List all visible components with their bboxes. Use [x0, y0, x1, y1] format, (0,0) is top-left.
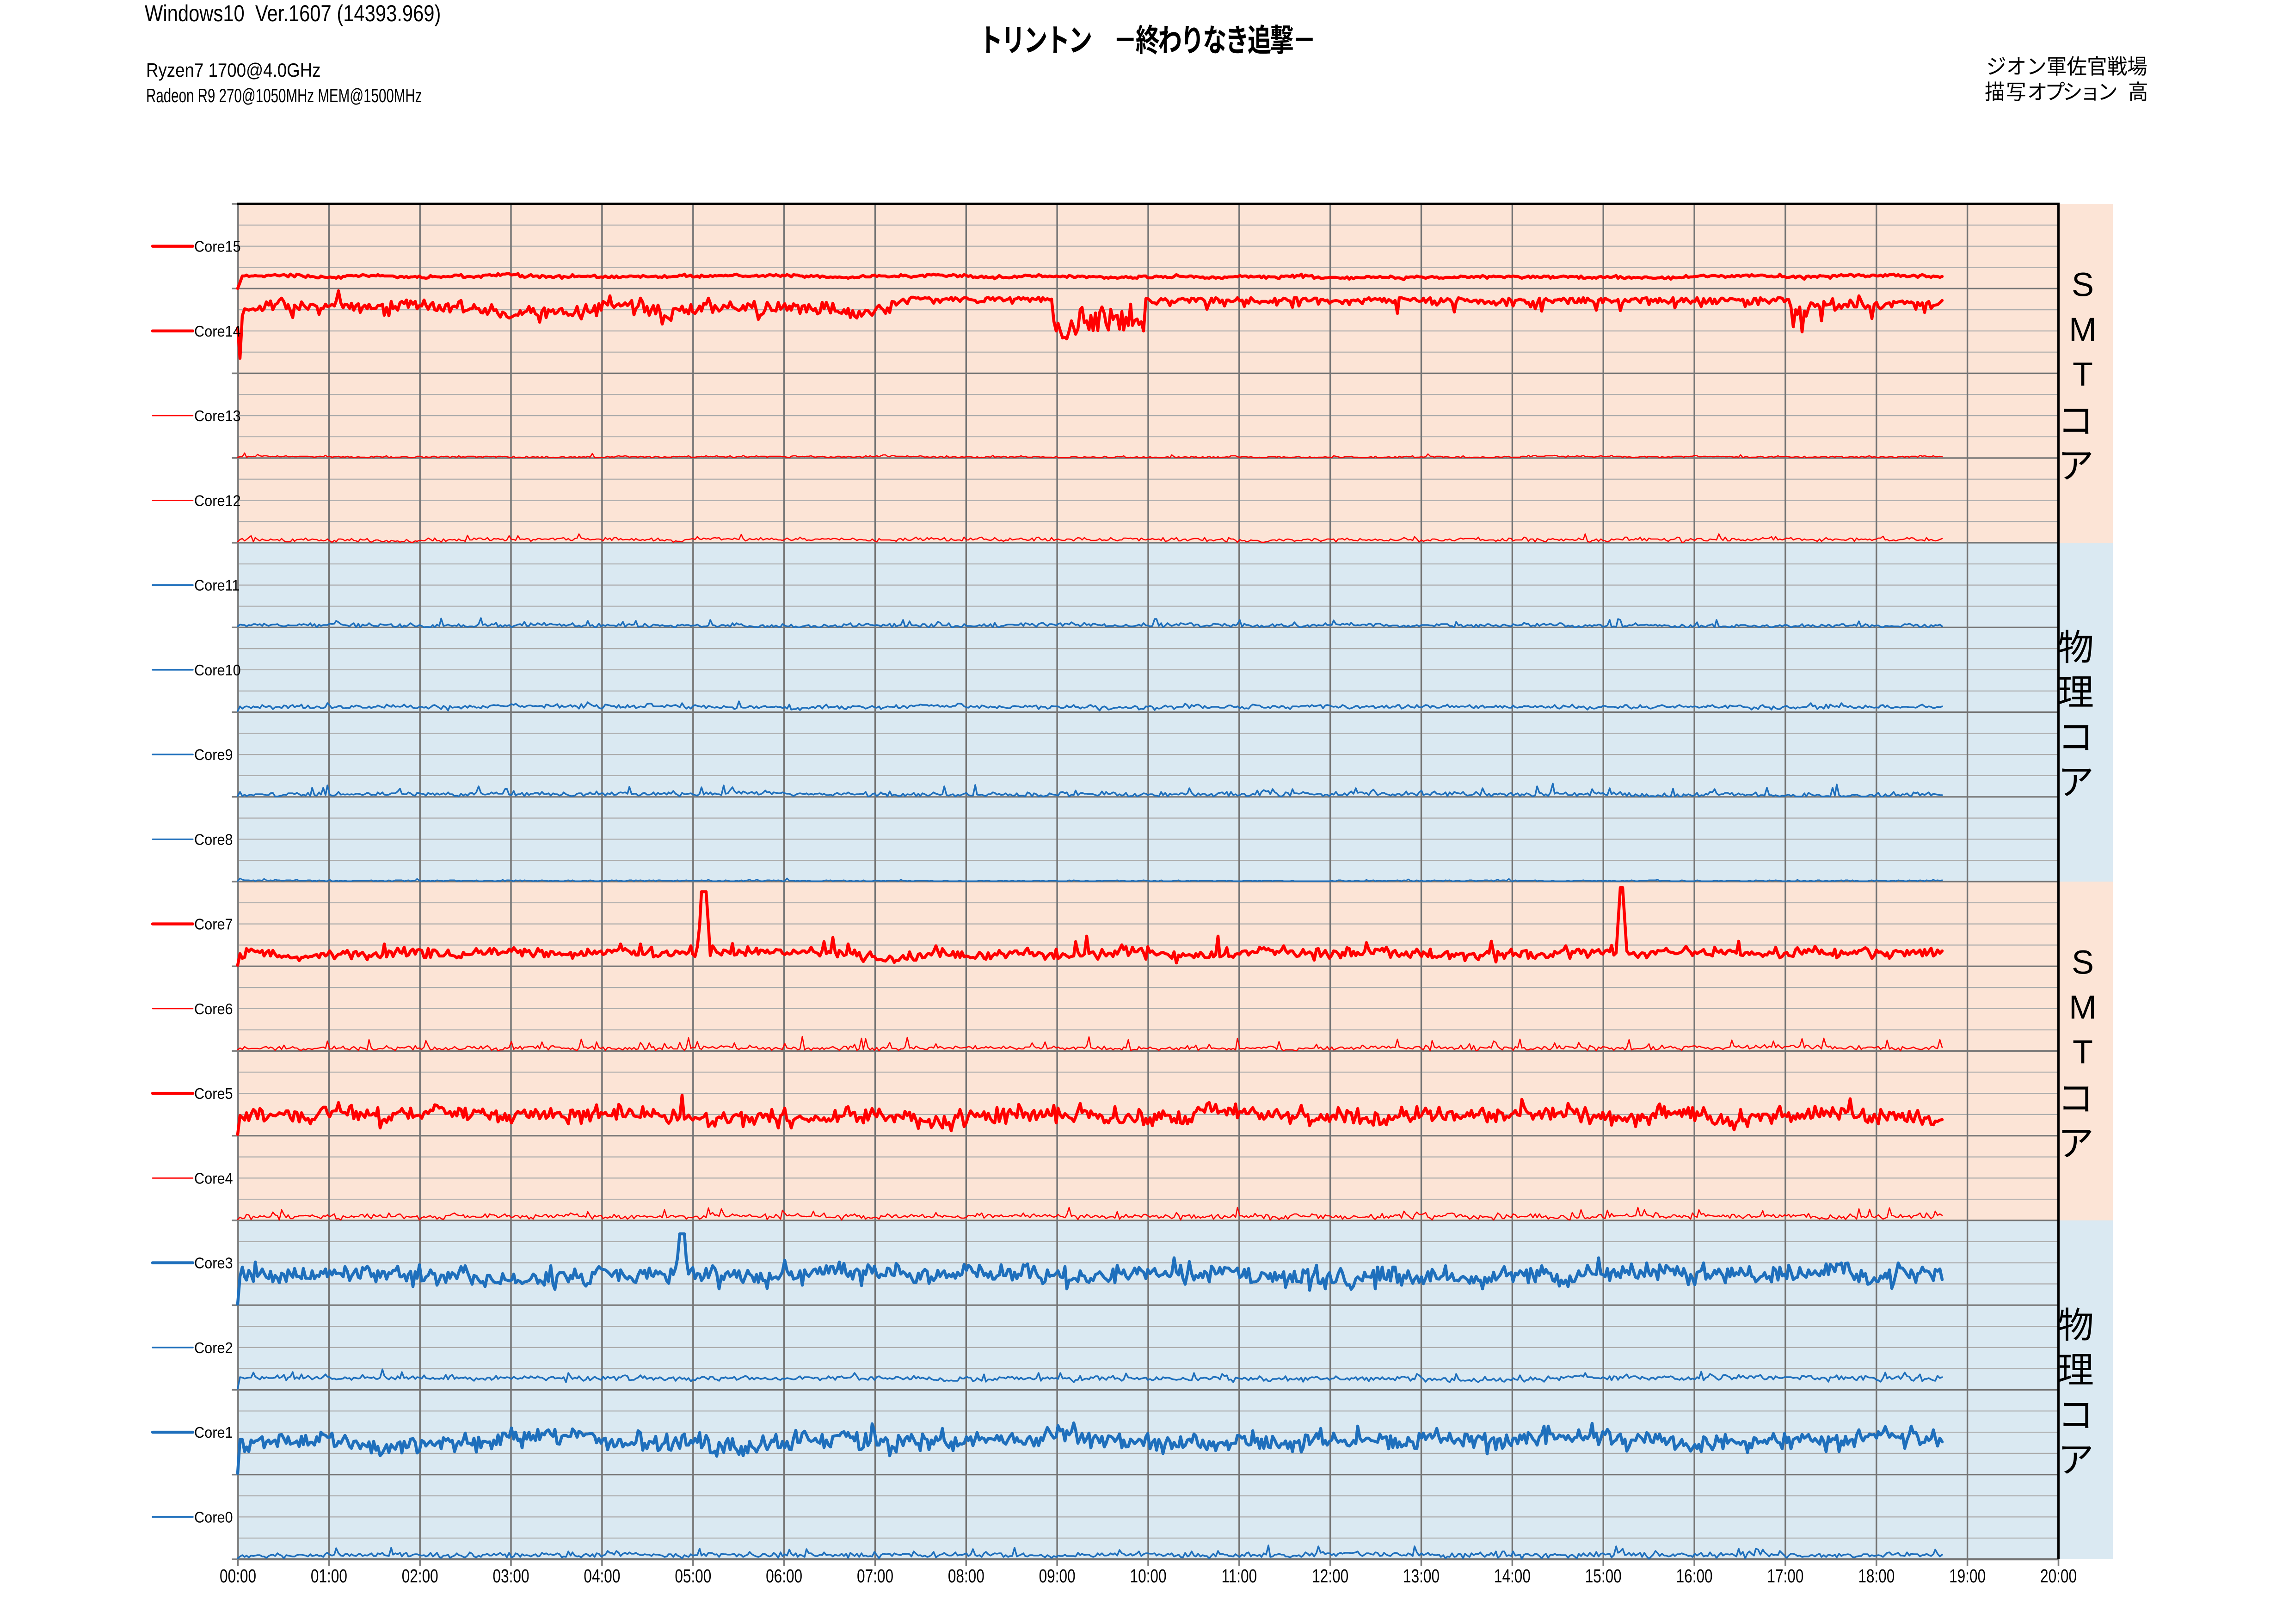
- svg-text:04:00: 04:00: [584, 1565, 620, 1587]
- svg-text:Core10: Core10: [194, 662, 241, 679]
- svg-text:Core0: Core0: [194, 1508, 233, 1526]
- svg-text:09:00: 09:00: [1039, 1565, 1076, 1587]
- svg-text:05:00: 05:00: [675, 1565, 711, 1587]
- svg-text:Core11: Core11: [194, 577, 240, 594]
- svg-text:08:00: 08:00: [948, 1565, 984, 1587]
- svg-text:Core14: Core14: [194, 323, 241, 340]
- svg-text:16:00: 16:00: [1676, 1565, 1713, 1587]
- svg-text:T: T: [2073, 1034, 2093, 1071]
- svg-text:S: S: [2072, 944, 2094, 981]
- svg-text:17:00: 17:00: [1767, 1565, 1803, 1587]
- svg-text:Core6: Core6: [194, 1000, 233, 1017]
- svg-text:02:00: 02:00: [402, 1565, 438, 1587]
- svg-text:T: T: [2073, 356, 2093, 393]
- svg-text:20:00: 20:00: [2040, 1565, 2077, 1587]
- svg-text:Core2: Core2: [194, 1339, 233, 1356]
- svg-text:Ryzen7 1700@4.0GHz: Ryzen7 1700@4.0GHz: [146, 60, 320, 81]
- svg-text:10:00: 10:00: [1130, 1565, 1167, 1587]
- svg-text:Core13: Core13: [194, 407, 241, 424]
- svg-text:Radeon R9 270@1050MHz MEM@1500: Radeon R9 270@1050MHz MEM@1500MHz: [146, 85, 422, 106]
- svg-text:14:00: 14:00: [1494, 1565, 1531, 1587]
- svg-text:Windows10 Ver.1607 (14393.969: Windows10 Ver.1607 (14393.969): [145, 0, 441, 26]
- svg-text:Core3: Core3: [194, 1255, 233, 1272]
- svg-text:Core1: Core1: [194, 1424, 233, 1441]
- svg-text:11:00: 11:00: [1221, 1565, 1257, 1587]
- svg-text:Core7: Core7: [194, 916, 233, 933]
- svg-text:19:00: 19:00: [1949, 1565, 1986, 1587]
- svg-text:Core15: Core15: [194, 238, 241, 255]
- svg-text:01:00: 01:00: [311, 1565, 347, 1587]
- svg-text:12:00: 12:00: [1312, 1565, 1348, 1587]
- svg-text:Core9: Core9: [194, 746, 233, 763]
- svg-text:M: M: [2069, 989, 2097, 1026]
- svg-text:15:00: 15:00: [1585, 1565, 1622, 1587]
- svg-text:Core5: Core5: [194, 1085, 233, 1102]
- svg-text:Core12: Core12: [194, 492, 241, 509]
- svg-text:06:00: 06:00: [766, 1565, 802, 1587]
- svg-text:S: S: [2072, 267, 2094, 304]
- svg-text:00:00: 00:00: [220, 1565, 256, 1587]
- svg-text:M: M: [2069, 312, 2097, 349]
- svg-text:13:00: 13:00: [1403, 1565, 1440, 1587]
- svg-text:Core8: Core8: [194, 831, 233, 848]
- svg-text:18:00: 18:00: [1858, 1565, 1895, 1587]
- svg-text:03:00: 03:00: [493, 1565, 529, 1587]
- svg-text:07:00: 07:00: [857, 1565, 893, 1587]
- svg-text:Core4: Core4: [194, 1170, 233, 1187]
